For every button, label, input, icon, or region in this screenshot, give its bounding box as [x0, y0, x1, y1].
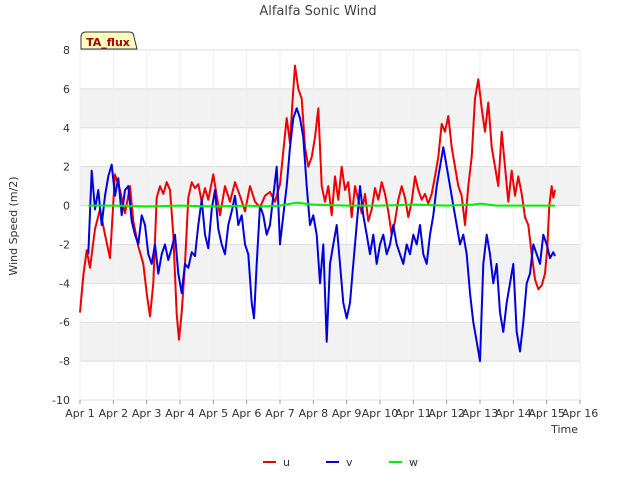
x-tick-label: Apr 1	[65, 407, 95, 420]
x-tick-label: Apr 10	[362, 407, 399, 420]
y-tick-label: 6	[63, 83, 70, 96]
x-tick-label: Apr 2	[99, 407, 129, 420]
x-tick-label: Apr 12	[428, 407, 465, 420]
x-tick-label: Apr 16	[562, 407, 599, 420]
y-tick-label: 4	[63, 122, 70, 135]
x-axis-ticks: Apr 1 Apr 2 Apr 3 Apr 4 Apr 5 Apr 6 Apr 7 Apr 8…	[65, 400, 598, 420]
y-tick-label: -10	[52, 394, 70, 407]
y-tick-label: 8	[63, 44, 70, 57]
x-tick-label: Apr 4	[165, 407, 195, 420]
legend-label-v: v	[346, 456, 353, 469]
x-tick-label: Apr 15	[528, 407, 565, 420]
y-tick-label: -2	[59, 238, 70, 251]
y-axis-ticks: -10 -8 -6 -4 -2 0 2 4 6 8	[52, 44, 70, 407]
x-tick-label: Apr 7	[265, 407, 295, 420]
x-tick-label: Apr 14	[495, 407, 532, 420]
y-tick-label: 0	[63, 200, 70, 213]
x-tick-label: Apr 5	[199, 407, 229, 420]
x-tick-label: Apr 11	[395, 407, 432, 420]
legend-label-w: w	[409, 456, 418, 469]
badge-label: TA_flux	[86, 36, 130, 49]
y-axis-label: Wind Speed (m/2)	[7, 176, 20, 275]
x-tick-label: Apr 9	[332, 407, 362, 420]
series-lines	[79, 64, 556, 363]
grid-band	[80, 322, 580, 362]
ta-flux-badge: TA_flux	[80, 31, 138, 50]
x-tick-label: Apr 8	[299, 407, 329, 420]
series-line-v	[87, 107, 556, 363]
x-tick-label: Apr 3	[132, 407, 162, 420]
legend: u v w	[263, 456, 418, 469]
series-line-w	[88, 201, 555, 208]
x-tick-label: Apr 13	[462, 407, 499, 420]
chart-title: Alfalfa Sonic Wind	[259, 4, 376, 19]
y-tick-label: -8	[59, 355, 70, 368]
y-tick-label: -4	[59, 277, 70, 290]
x-axis-label: Time	[550, 423, 578, 436]
x-tick-label: Apr 6	[232, 407, 262, 420]
y-tick-label: 2	[63, 161, 70, 174]
grid-band	[80, 88, 580, 128]
y-tick-label: -6	[59, 316, 70, 329]
legend-label-u: u	[283, 456, 290, 469]
